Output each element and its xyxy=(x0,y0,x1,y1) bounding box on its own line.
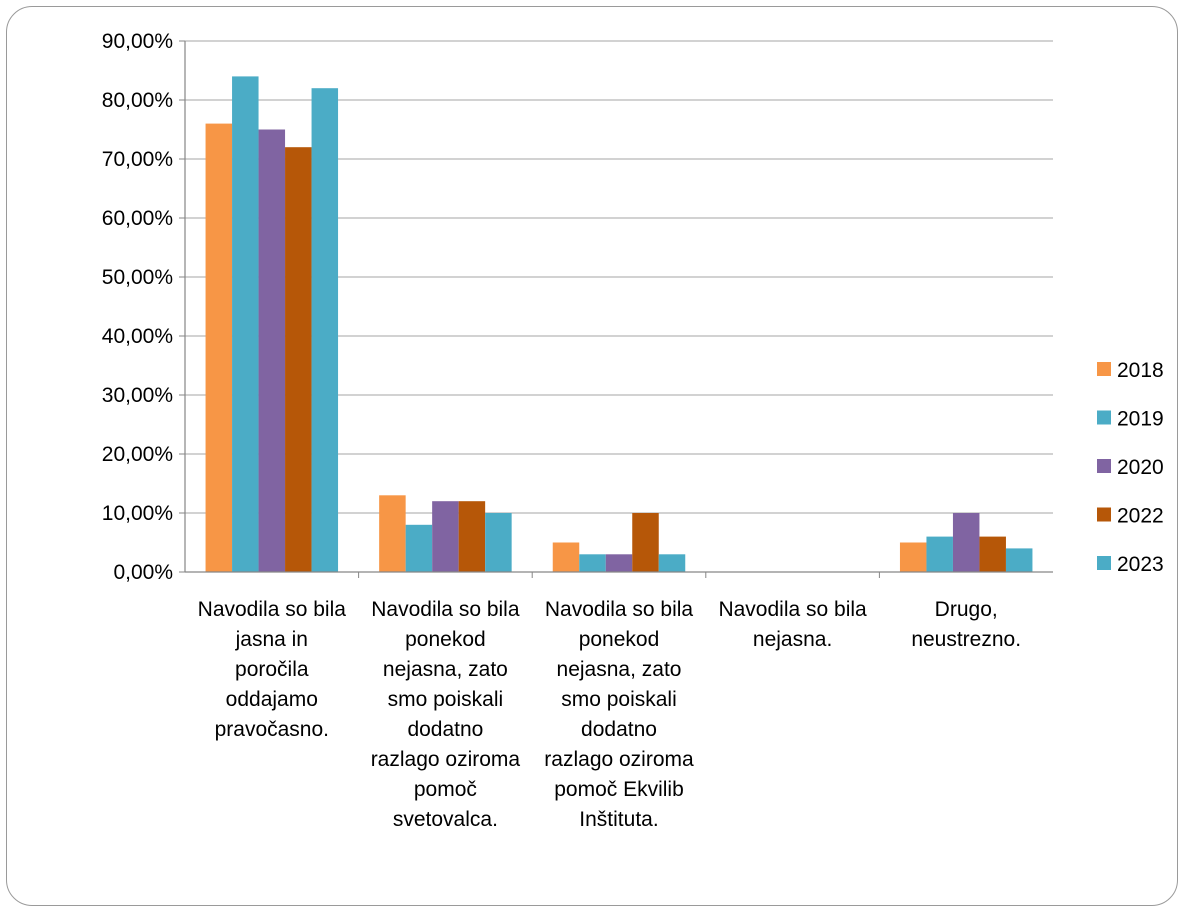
y-tick-label: 40,00% xyxy=(102,325,173,348)
bar xyxy=(926,536,953,572)
bar xyxy=(485,513,512,572)
legend-label: 2020 xyxy=(1117,456,1164,479)
bar xyxy=(552,542,580,572)
legend-label: 2018 xyxy=(1117,359,1164,382)
axes xyxy=(184,41,1053,578)
legend-swatch xyxy=(1097,410,1111,425)
bar xyxy=(605,554,633,572)
y-tick-label: 60,00% xyxy=(102,207,173,230)
y-tick-labels: 0,00% 10,00% 20,00% 30,00% 40,00% 50,00% 60,00… xyxy=(102,30,173,584)
legend-swatch xyxy=(1097,556,1111,570)
bar xyxy=(952,513,980,572)
bar xyxy=(232,76,259,573)
y-tick-label: 30,00% xyxy=(102,384,173,407)
bar xyxy=(205,123,233,572)
bar xyxy=(432,501,459,572)
bar xyxy=(311,88,339,572)
legend-swatch xyxy=(1097,362,1111,376)
legend-label: 2022 xyxy=(1117,505,1164,528)
category-label: Navodila so bila ponekod nejasna, zato smo … xyxy=(371,598,521,831)
bar xyxy=(579,554,606,572)
category-label: Navodila so bila jasna in poročila oddajamo… xyxy=(198,598,347,741)
category-label: Navodila so bila ponekod nejasna, zato smo … xyxy=(544,598,694,831)
legend-swatch xyxy=(1097,507,1111,522)
bar xyxy=(258,129,286,572)
bar xyxy=(379,495,406,572)
bar xyxy=(979,536,1006,572)
y-tick-label: 70,00% xyxy=(102,148,173,171)
bar xyxy=(405,524,433,572)
y-tick-label: 80,00% xyxy=(102,89,173,112)
category-label: Navodila so bila nejasna. xyxy=(718,598,867,651)
legend: 2018 2019 2020 2022 2023 xyxy=(1097,359,1164,576)
y-tick-label: 0,00% xyxy=(113,561,173,584)
bars xyxy=(205,76,1033,573)
bar xyxy=(458,501,486,572)
y-tick-label: 90,00% xyxy=(102,30,173,53)
category-label: Drugo, neustrezno. xyxy=(911,598,1021,651)
legend-label: 2019 xyxy=(1117,408,1164,431)
y-tick-label: 20,00% xyxy=(102,443,173,466)
y-tick-label: 50,00% xyxy=(102,266,173,289)
bar xyxy=(285,147,312,572)
bar xyxy=(658,554,686,572)
bar xyxy=(899,542,927,572)
chart-frame xyxy=(6,6,1178,906)
legend-swatch xyxy=(1097,459,1111,473)
bar xyxy=(632,513,659,572)
category-labels: Navodila so bila jasna in poročila oddajamo… xyxy=(198,598,1021,831)
bar xyxy=(1005,548,1033,572)
y-tick-label: 10,00% xyxy=(102,502,173,525)
legend-label: 2023 xyxy=(1117,553,1164,576)
